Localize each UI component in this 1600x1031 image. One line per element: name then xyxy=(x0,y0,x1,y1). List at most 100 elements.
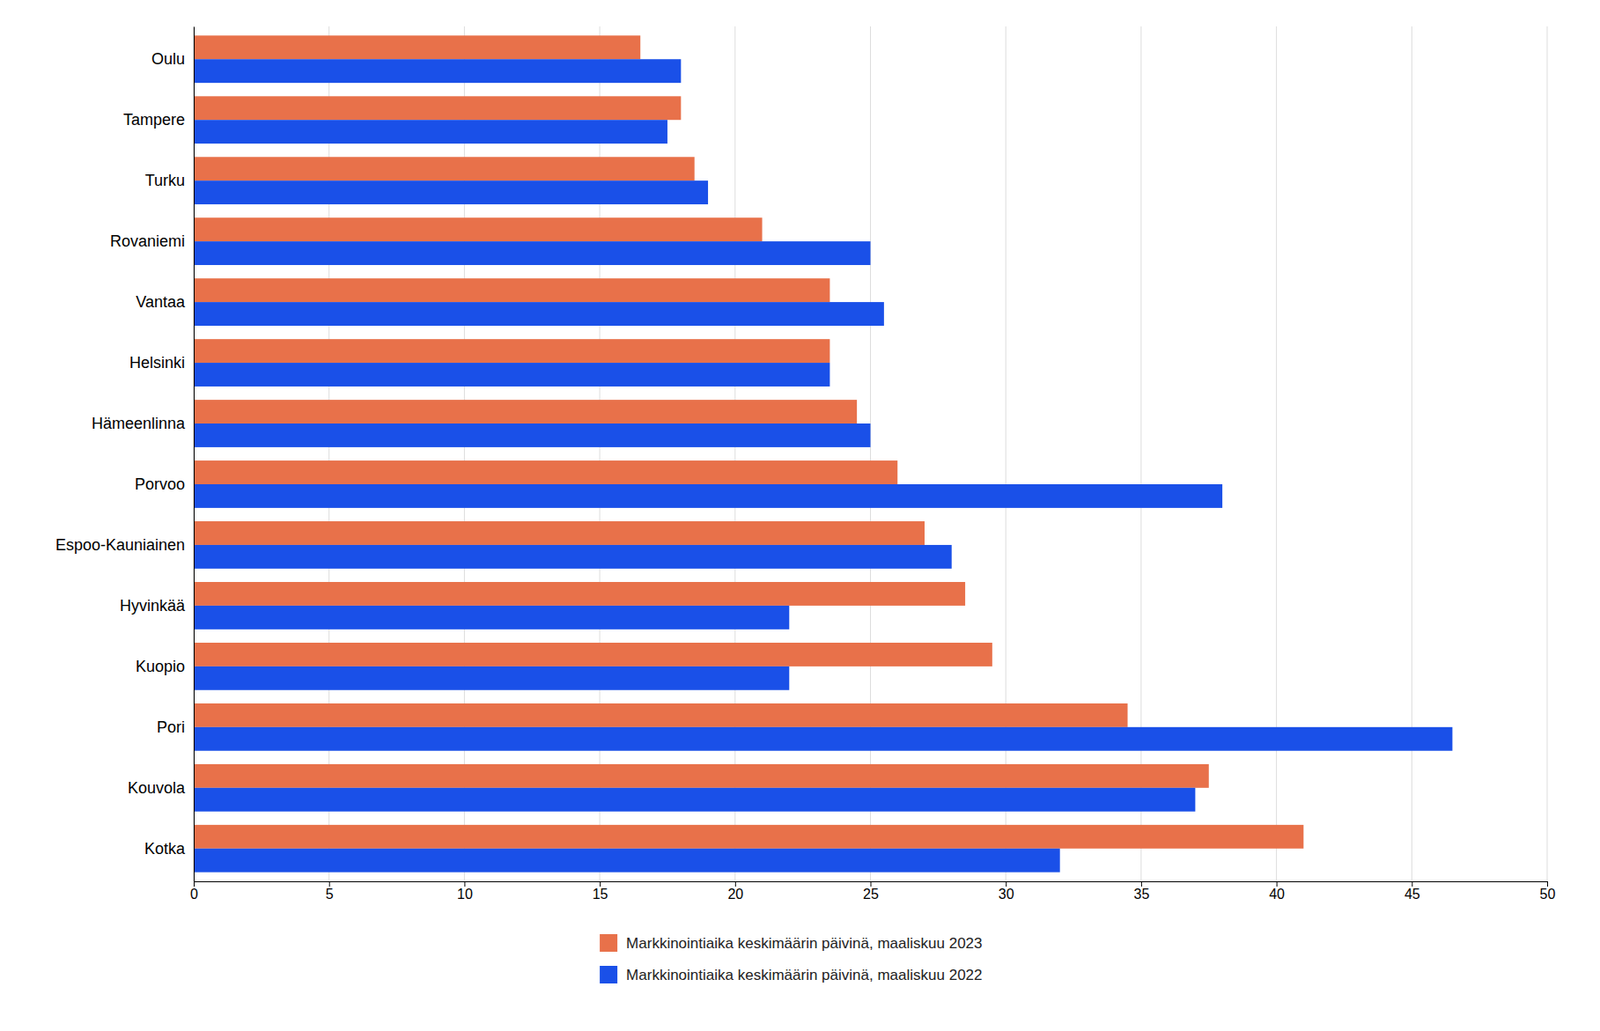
legend-label: Markkinointiaika keskimäärin päivinä, ma… xyxy=(626,935,982,952)
bar xyxy=(193,217,763,242)
tick-label: 50 xyxy=(1540,886,1556,902)
tick: 40 xyxy=(1268,881,1285,902)
tick: Kouvola xyxy=(127,779,194,797)
tick: Kotka xyxy=(144,840,194,858)
chart: 0 5 10 15 20 25 30 35 40 45 50 Kotka Kouvola Pori Kuop… xyxy=(0,0,1600,1031)
tick: 5 xyxy=(325,881,334,902)
grid-line xyxy=(193,26,195,882)
tick-label: Vantaa xyxy=(135,293,186,311)
bar xyxy=(193,521,925,546)
tick: 30 xyxy=(998,881,1015,902)
grid-line xyxy=(328,26,330,882)
grid-line xyxy=(1005,26,1007,882)
tick-label: Oulu xyxy=(151,50,185,68)
tick-label: Espoo-Kauniainen xyxy=(55,536,185,554)
tick: Espoo-Kauniainen xyxy=(55,536,194,554)
tick-label: Pori xyxy=(156,718,185,737)
legend-label: Markkinointiaika keskimäärin päivinä, ma… xyxy=(626,966,982,984)
plot: 0 5 10 15 20 25 30 35 40 45 50 Kotka Kouvola Pori Kuop… xyxy=(55,26,1556,902)
tick: Pori xyxy=(156,718,194,737)
tick-label: 45 xyxy=(1404,886,1421,902)
tick: 45 xyxy=(1404,881,1421,902)
bar xyxy=(193,545,952,569)
tick-label: 30 xyxy=(998,886,1015,902)
tick-label: Hämeenlinna xyxy=(91,414,186,433)
bar xyxy=(193,58,681,83)
bar xyxy=(193,484,1223,509)
tick-label: 10 xyxy=(457,886,473,902)
tick-mark xyxy=(735,881,737,887)
tick-label: 25 xyxy=(862,886,879,902)
grid xyxy=(193,26,1548,882)
tick-label: Kuopio xyxy=(135,657,185,676)
tick: 0 xyxy=(190,881,199,902)
tick-mark xyxy=(329,881,331,887)
tick-mark xyxy=(1547,881,1549,887)
legend: Markkinointiaika keskimäärin päivinä, ma… xyxy=(599,934,982,984)
tick: Porvoo xyxy=(134,475,194,494)
bar xyxy=(193,848,1061,873)
bar xyxy=(193,460,898,485)
tick-label: Rovaniemi xyxy=(110,232,185,251)
tick: Tampere xyxy=(123,110,194,129)
tick-mark xyxy=(1005,881,1007,887)
bar xyxy=(193,362,830,387)
grid-line xyxy=(599,26,601,882)
bar xyxy=(193,156,695,181)
bar xyxy=(193,35,641,59)
bar xyxy=(193,302,885,326)
tick: 20 xyxy=(727,881,744,902)
tick: 10 xyxy=(457,881,473,902)
grid-line xyxy=(1411,26,1413,882)
grid-line xyxy=(1275,26,1277,882)
tick: 35 xyxy=(1134,881,1151,902)
tick-mark xyxy=(464,881,465,887)
bar xyxy=(193,241,871,266)
y-axis: Kotka Kouvola Pori Kuopio Hyvinkää Espoo-Kaun… xyxy=(55,27,195,883)
bar xyxy=(193,399,857,424)
tick-label: 35 xyxy=(1134,886,1151,902)
grid-line xyxy=(464,26,465,882)
tick: Hyvinkää xyxy=(119,597,194,615)
bar xyxy=(193,423,871,448)
legend-swatch xyxy=(599,934,618,952)
bar xyxy=(193,727,1453,752)
series xyxy=(193,58,1453,872)
tick-label: Kotka xyxy=(144,840,186,858)
grid-line xyxy=(1140,26,1142,882)
tick-label: Helsinki xyxy=(129,353,185,372)
tick-label: Hyvinkää xyxy=(119,597,186,615)
tick-label: 40 xyxy=(1268,886,1285,902)
tick-mark xyxy=(599,881,601,887)
grid-line xyxy=(734,26,736,882)
bar xyxy=(193,788,1195,812)
bar xyxy=(193,764,1210,789)
tick-mark xyxy=(1411,881,1413,887)
bar xyxy=(193,666,789,691)
tick-mark xyxy=(1141,881,1143,887)
tick-label: 20 xyxy=(727,886,744,902)
tick: Vantaa xyxy=(135,293,194,311)
tick-label: Tampere xyxy=(123,110,185,129)
tick-label: 15 xyxy=(592,886,609,902)
tick: 15 xyxy=(592,881,609,902)
tick: 50 xyxy=(1540,881,1556,902)
grid-line xyxy=(870,26,871,882)
legend-swatch xyxy=(599,965,618,984)
grid-line xyxy=(1547,26,1549,882)
axis-line xyxy=(194,882,1549,888)
bar xyxy=(193,605,789,630)
tick: Helsinki xyxy=(129,353,194,372)
tick: Rovaniemi xyxy=(110,232,194,251)
legend-item: Markkinointiaika keskimäärin päivinä, ma… xyxy=(599,934,982,952)
bar xyxy=(193,642,993,667)
bar xyxy=(193,95,681,120)
x-axis: 0 5 10 15 20 25 30 35 40 45 50 xyxy=(190,881,1556,902)
tick-mark xyxy=(870,881,872,887)
bar xyxy=(193,278,830,303)
bar xyxy=(193,582,966,606)
bar xyxy=(193,703,1129,728)
tick: 25 xyxy=(862,881,879,902)
tick-label: 5 xyxy=(325,886,334,902)
bar xyxy=(193,825,1304,849)
